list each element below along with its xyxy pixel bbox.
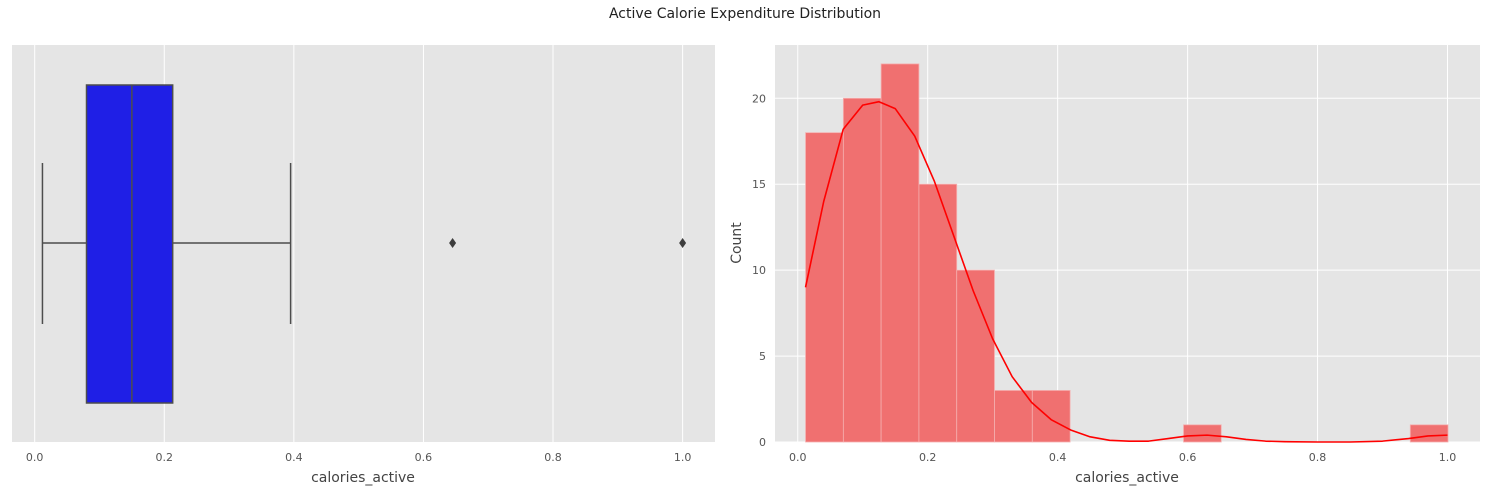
histogram-bar	[805, 132, 844, 443]
histogram-x-tick-label: 0.6	[1179, 451, 1197, 464]
histogram-y-tick-label: 20	[752, 92, 766, 105]
histogram-x-tick-label: 0.4	[1049, 451, 1067, 464]
histogram-bar	[994, 390, 1033, 443]
histogram-axes: 0.0 0.2 0.4 0.6 0.8 1.0 0 5 10 15 20 calories_act…	[729, 45, 1480, 486]
histogram-bar	[1031, 390, 1071, 443]
boxplot-x-tick-label: 0.6	[415, 451, 433, 464]
boxplot-marks	[41, 84, 687, 404]
histogram-y-ticks: 0 5 10 15 20	[752, 92, 766, 449]
boxplot-x-tick-label: 0.2	[156, 451, 174, 464]
outlier-point	[449, 238, 457, 248]
histogram-bars	[805, 63, 1449, 443]
boxplot-axes: 0.0 0.2 0.4 0.6 0.8 1.0 calories_active	[12, 45, 715, 486]
histogram-x-ticks: 0.0 0.2 0.4 0.6 0.8 1.0	[789, 451, 1456, 464]
boxplot-x-ticks: 0.0 0.2 0.4 0.6 0.8 1.0	[26, 451, 691, 464]
boxplot-x-tick-label: 0.0	[26, 451, 44, 464]
figure-title: Active Calorie Expenditure Distribution	[608, 6, 882, 22]
boxplot-x-tick-label: 0.4	[285, 451, 303, 464]
boxplot-x-axis-label: calories_active	[311, 470, 415, 486]
histogram-bar	[1409, 424, 1449, 443]
histogram-y-tick-label: 0	[759, 436, 766, 449]
histogram-y-tick-label: 5	[759, 350, 766, 363]
outlier-point	[679, 238, 687, 248]
histogram-y-axis-label: Count	[729, 222, 745, 264]
histogram-y-tick-label: 15	[752, 178, 766, 191]
histogram-x-tick-label: 0.8	[1309, 451, 1327, 464]
histogram-x-axis-label: calories_active	[1075, 470, 1179, 486]
histogram-y-tick-label: 10	[752, 264, 766, 277]
histogram-bar	[880, 63, 920, 443]
histogram-x-tick-label: 1.0	[1439, 451, 1457, 464]
boxplot-x-tick-label: 1.0	[674, 451, 692, 464]
histogram-x-tick-label: 0.2	[919, 451, 937, 464]
histogram-bar	[918, 183, 958, 443]
boxplot-x-tick-label: 0.8	[544, 451, 562, 464]
histogram-bar	[842, 97, 882, 443]
kde-curve	[804, 100, 1448, 443]
interquartile-box	[85, 84, 174, 404]
histogram-bar	[1183, 424, 1222, 443]
histogram-x-tick-label: 0.0	[789, 451, 807, 464]
